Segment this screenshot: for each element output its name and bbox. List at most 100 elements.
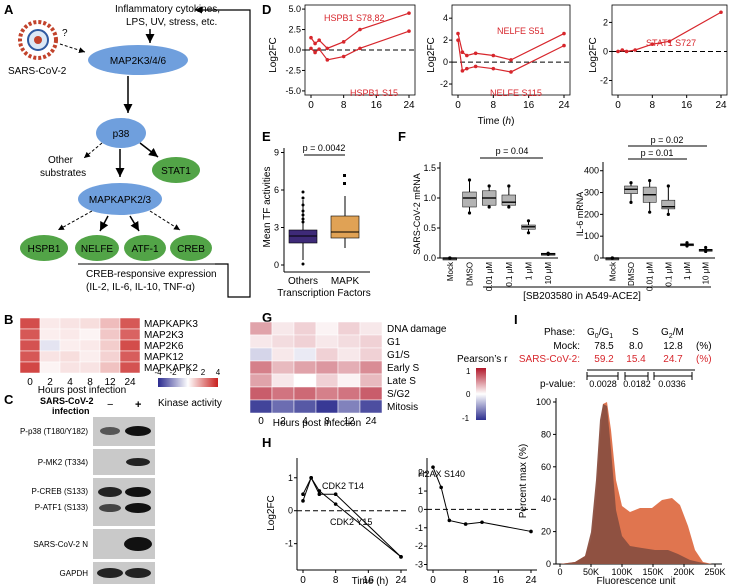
c-plus: +	[135, 399, 141, 411]
g-cell	[293, 321, 317, 336]
d-xtick-label: 0	[455, 100, 461, 111]
d-ytick-label: 0	[603, 46, 608, 56]
hist-sars	[560, 402, 712, 564]
node-map2k-label: MAP2K3/4/6	[110, 56, 167, 67]
i-sars-pct: (%)	[696, 354, 712, 365]
d-ytick-label: -2	[600, 75, 608, 85]
label-hspb1-s78: HSPB1 S78,82	[324, 13, 385, 23]
d-point	[309, 35, 313, 40]
g-row-label: Early S	[387, 363, 420, 374]
d-point	[491, 53, 496, 58]
g-legend-title: Pearson’s r	[457, 354, 508, 365]
g-row-label: G1	[387, 337, 401, 348]
d-ytick-label: 2.5	[288, 25, 301, 35]
g-col-label: 12	[343, 416, 355, 427]
d-point	[313, 41, 317, 46]
d-point	[358, 46, 362, 51]
b-row-label: MAPK12	[144, 352, 184, 363]
b-cell	[19, 350, 41, 363]
d-xtick-label: 24	[403, 100, 415, 111]
f-ytick-label: 0	[594, 253, 599, 263]
i-sars-g1: 59.2	[594, 354, 614, 365]
d-xtick-label: 24	[715, 100, 727, 111]
arrow-creb	[149, 210, 181, 231]
b-cell	[79, 328, 101, 341]
i-mock: Mock:	[553, 341, 580, 352]
h-ylabel: Log2FC	[266, 495, 277, 531]
node-stat1	[152, 157, 200, 183]
b-cell	[99, 361, 121, 374]
node-p38-label: p38	[113, 129, 130, 140]
f-point	[648, 210, 652, 214]
c-header1: SARS-CoV-2	[40, 396, 94, 406]
b-cell	[79, 339, 101, 352]
h-xtick-label: 8	[463, 575, 469, 586]
d-point	[407, 29, 411, 33]
d-point	[719, 10, 723, 15]
d-point	[456, 38, 460, 42]
g-cell	[271, 386, 295, 401]
h-xtick-label: 0	[300, 575, 306, 586]
b-cell	[59, 361, 81, 374]
label-nelfe-s115: NELFE S115	[490, 88, 542, 98]
f-ylabel-2: IL-6 mRNA	[575, 192, 585, 237]
i-xtick-label: 0	[557, 567, 562, 577]
b-cell	[119, 317, 141, 330]
d-ylabel-3: Log2FC	[588, 37, 599, 73]
h-point	[463, 522, 468, 526]
d-ytick-label: 0	[443, 57, 448, 67]
f-point	[546, 252, 550, 256]
b-cell	[99, 350, 121, 363]
b-col-label: 0	[27, 377, 33, 388]
h-ytick-label: 1	[288, 473, 293, 483]
i-sars: SARS-CoV-2:	[519, 354, 580, 365]
d-point	[460, 69, 465, 73]
i-xlabel: Fluorescence unit	[597, 576, 676, 587]
d-xtick-label: 16	[371, 100, 383, 111]
d-xlabel: Time (h)	[478, 116, 515, 127]
f-point	[629, 181, 633, 185]
i-phase: Phase:	[544, 327, 575, 338]
g-row-label: S/G2	[387, 389, 410, 400]
e-cat-others: Others	[288, 276, 318, 287]
g-cell	[315, 399, 339, 414]
panel-label-h: H	[262, 435, 271, 450]
b-legend-tick: 2	[201, 368, 206, 377]
d-xtick-label: 16	[523, 100, 535, 111]
b-row-label: MAP2K3	[144, 330, 184, 341]
node-atf1	[124, 235, 166, 261]
b-cell	[119, 361, 141, 374]
g-col-label: 0	[258, 416, 264, 427]
f-point	[685, 244, 689, 248]
i-xtick-label: 100K	[611, 567, 632, 577]
g-cell	[271, 334, 295, 349]
d-point	[317, 47, 321, 51]
f-point	[507, 184, 511, 188]
d-xtick-label: 8	[650, 100, 656, 111]
d-point	[562, 31, 566, 36]
virus-icon	[18, 20, 58, 60]
g-cell	[315, 360, 339, 375]
band-n: SARS-CoV-2 N	[33, 540, 88, 549]
b-cell	[59, 350, 81, 363]
d-xtick-label: 24	[558, 100, 570, 111]
band-patf1: P-ATF1 (S133)	[35, 503, 89, 512]
d-ytick-label: -2.5	[285, 65, 301, 75]
i-ytick-label: 100	[536, 397, 551, 407]
f-point	[448, 256, 452, 260]
other-substrates-2: substrates	[40, 168, 86, 179]
g-cell	[293, 399, 317, 414]
g-tick-m1: -1	[462, 414, 470, 423]
b-col-label: 2	[47, 377, 53, 388]
f-ytick-label: 100	[584, 231, 599, 241]
g-cell	[249, 399, 273, 414]
d-ytick-label: -2	[440, 79, 448, 89]
i-mock-g2: 12.8	[663, 341, 683, 352]
h-point	[529, 529, 533, 534]
g-cell	[249, 373, 273, 388]
panel-label-a: A	[4, 2, 14, 17]
panel-label-e: E	[262, 129, 271, 144]
f-cat-label: DMSO	[466, 262, 475, 286]
f-ytick-label: 400	[584, 166, 599, 176]
node-creb	[170, 235, 212, 261]
